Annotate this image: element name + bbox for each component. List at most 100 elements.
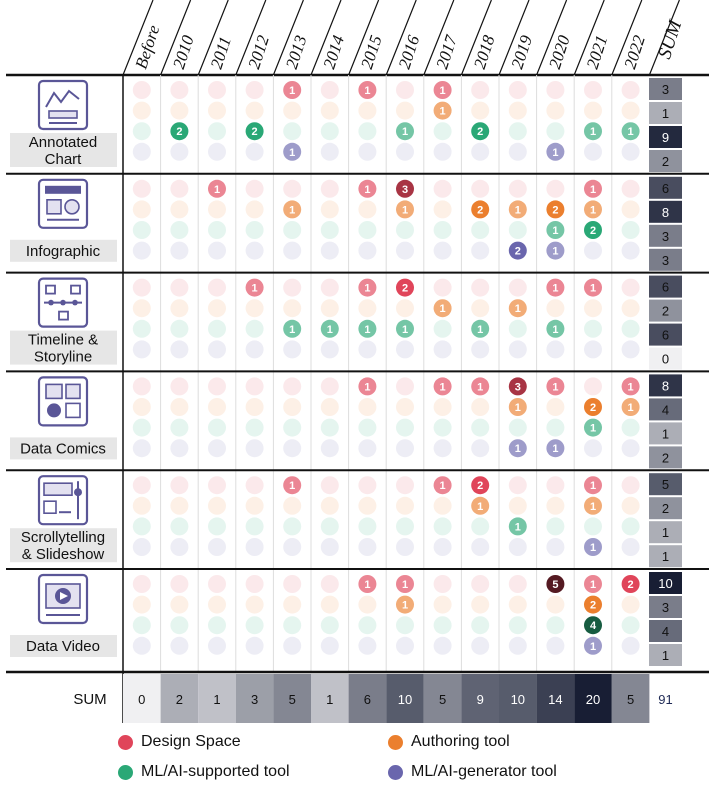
year-label: 2011 [207, 34, 235, 71]
data-point [245, 496, 264, 515]
data-point [396, 575, 414, 593]
data-point [208, 575, 226, 593]
data-point [358, 179, 377, 198]
year-sum-label: 10 [511, 692, 525, 707]
data-point [433, 101, 452, 120]
data-point [245, 200, 264, 219]
data-point [508, 616, 527, 635]
row-sum-cell [649, 78, 682, 100]
year-sum-label: 1 [213, 692, 220, 707]
row-sum-label: 1 [662, 549, 669, 564]
data-label: 1 [590, 126, 596, 138]
data-point [471, 179, 490, 198]
data-point [396, 278, 414, 297]
data-label: 1 [628, 381, 634, 393]
data-label: 2 [515, 246, 521, 258]
row-sum-label: 5 [662, 477, 669, 492]
row-sum-label: 1 [662, 648, 669, 663]
data-point [546, 517, 565, 536]
data-point [208, 200, 226, 219]
legend-swatch [118, 764, 133, 780]
data-point [546, 278, 565, 297]
data-point [584, 616, 602, 635]
data-label: 1 [252, 283, 258, 295]
data-label: 1 [440, 480, 446, 492]
data-point [358, 200, 377, 219]
data-point [546, 319, 565, 338]
data-point [546, 636, 565, 655]
year-label: 2020 [545, 33, 574, 72]
data-point [208, 517, 226, 536]
year-sum-cell [611, 674, 650, 723]
data-point [471, 377, 490, 396]
data-point [358, 278, 377, 297]
data-label: 1 [515, 303, 521, 315]
data-point [283, 496, 302, 515]
data-point [546, 221, 565, 239]
year-sum-label: 5 [439, 692, 446, 707]
data-point [320, 319, 339, 338]
data-point [621, 496, 640, 515]
data-point [283, 340, 302, 359]
data-point [245, 418, 264, 437]
scrollytelling-icon [37, 475, 89, 526]
legend-swatch [388, 764, 403, 780]
data-point [320, 476, 339, 495]
data-label: 1 [289, 147, 295, 159]
data-point [320, 299, 339, 318]
data-point [320, 221, 339, 239]
header-divider [423, 0, 455, 76]
data-label: 1 [552, 225, 558, 237]
data-point [584, 439, 602, 458]
data-point [433, 538, 452, 556]
data-point [621, 179, 640, 198]
data-label: 1 [214, 184, 220, 196]
data-label: 2 [590, 402, 596, 414]
data-point [433, 299, 452, 318]
data-point [433, 221, 452, 239]
year-label: Before [132, 22, 164, 71]
year-sum-label: 10 [398, 692, 412, 707]
legend-item: ML/AI-supported tool [118, 763, 290, 781]
row-sum-cell [649, 275, 682, 298]
data-point [208, 538, 226, 556]
year-sum-label: 14 [548, 692, 562, 707]
row-sum-label: 1 [662, 426, 669, 441]
data-point [396, 200, 414, 219]
data-label: 1 [364, 381, 370, 393]
data-point [433, 122, 452, 141]
data-point [132, 398, 151, 416]
data-point [245, 398, 264, 416]
data-point [283, 319, 302, 338]
row-sum-label: 4 [662, 624, 669, 639]
data-point [208, 319, 226, 338]
data-point [584, 142, 602, 161]
data-point [396, 476, 414, 495]
row-sum-cell [649, 224, 682, 247]
data-point [358, 636, 377, 655]
data-point [283, 142, 302, 161]
category-label-box [10, 528, 117, 563]
data-point [132, 200, 151, 219]
data-point [283, 179, 302, 198]
data-point [283, 595, 302, 614]
data-label: 3 [515, 381, 521, 393]
data-point [208, 340, 226, 359]
category-label: Annotated [29, 134, 97, 151]
data-point [320, 377, 339, 396]
data-label: 1 [477, 501, 483, 513]
data-point [283, 517, 302, 536]
data-point [508, 340, 527, 359]
data-point [320, 340, 339, 359]
data-point [621, 476, 640, 495]
data-point [245, 377, 264, 396]
data-point [508, 517, 527, 536]
data-point [358, 476, 377, 495]
row-sum-label: 6 [662, 181, 669, 196]
data-point [245, 476, 264, 495]
row-sum-label: 6 [662, 328, 669, 343]
data-point [208, 179, 226, 198]
data-label: 1 [515, 402, 521, 414]
data-label: 1 [477, 381, 483, 393]
year-sum-cell [198, 674, 236, 723]
